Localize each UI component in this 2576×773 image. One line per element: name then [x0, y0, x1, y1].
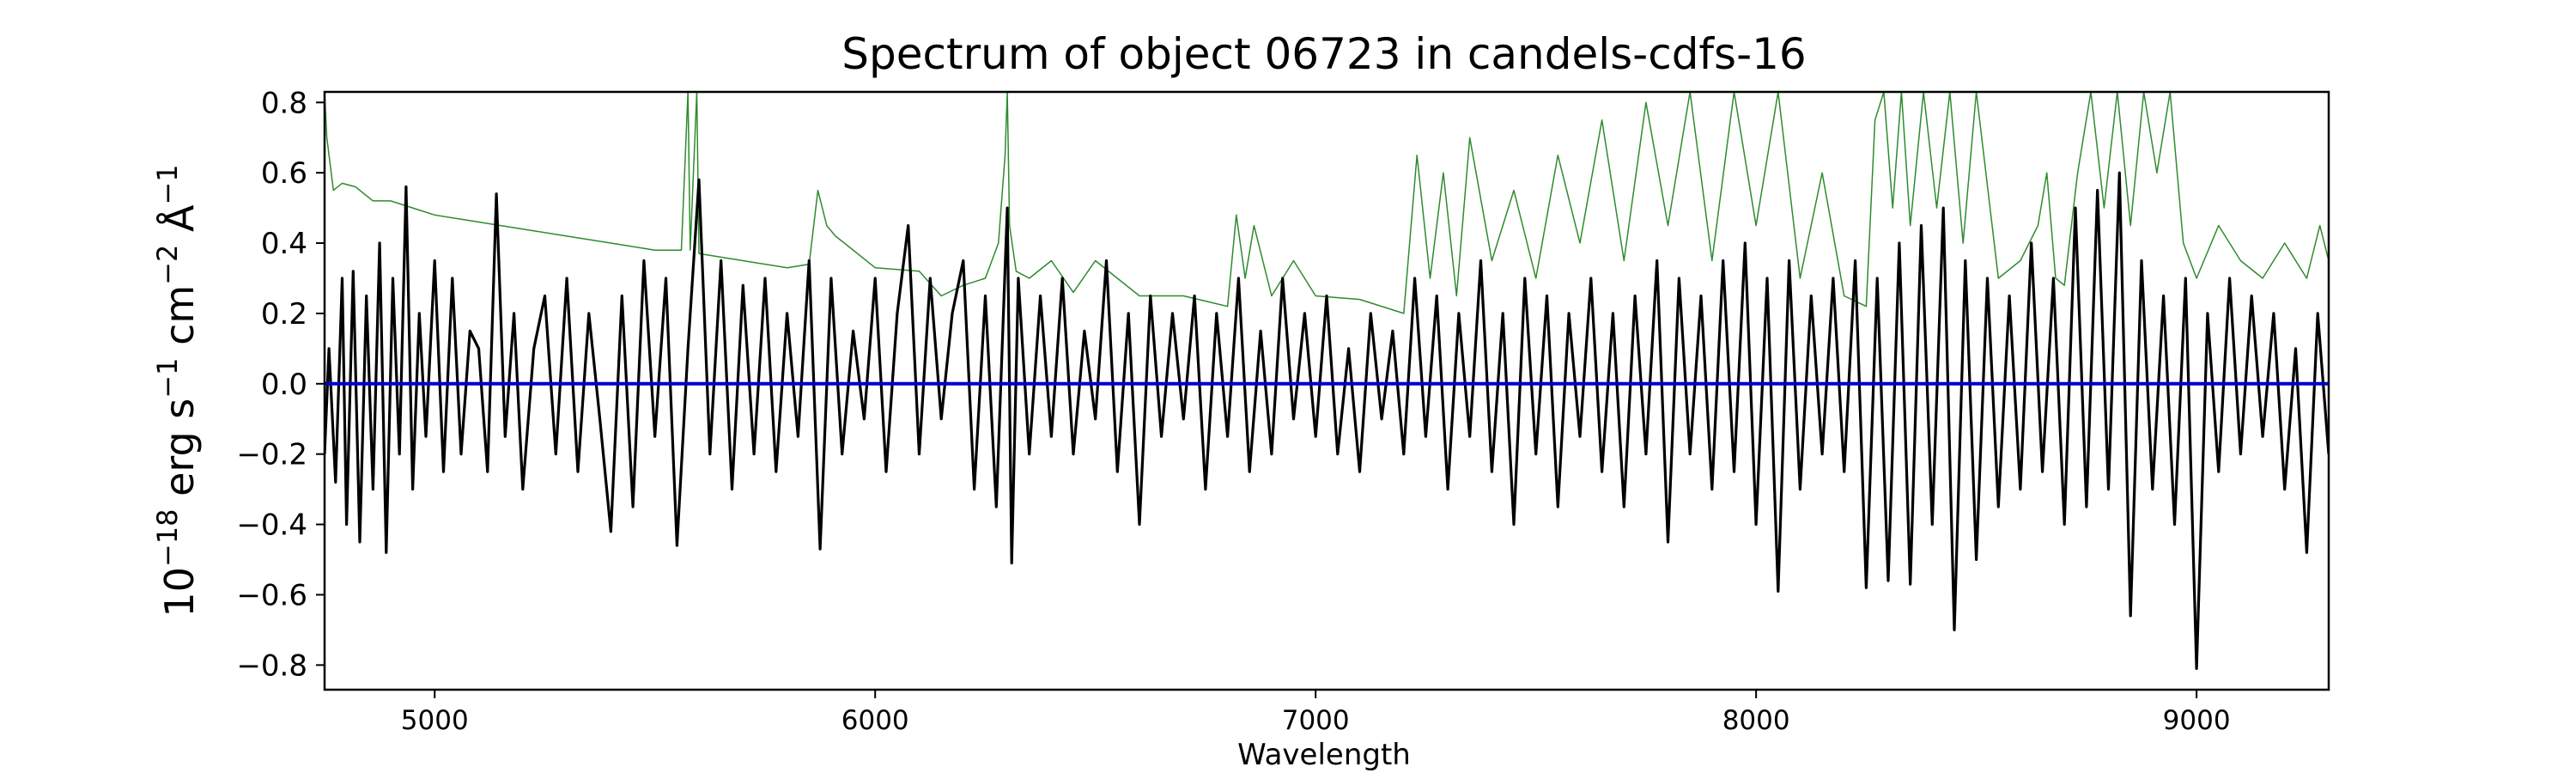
- x-axis: 5000 6000 7000 8000 9000: [401, 690, 2231, 736]
- x-tick-label: 8000: [1722, 705, 1790, 736]
- y-label-s-exp: −1: [151, 358, 184, 399]
- y-tick-label: −0.6: [236, 578, 307, 612]
- x-axis-label: Wavelength: [1237, 738, 1411, 772]
- x-tick-label: 7000: [1282, 705, 1350, 736]
- y-tick-label: 0.2: [261, 297, 307, 332]
- flux-series-line: [325, 171, 2329, 671]
- y-label-exp: −18: [151, 509, 184, 568]
- y-tick-label: 0.6: [261, 156, 307, 191]
- y-label-cm-exp: −2: [151, 245, 184, 285]
- x-tick-label: 6000: [841, 705, 909, 736]
- x-tick-label: 5000: [401, 705, 469, 736]
- y-label-angstrom-exp: −1: [151, 164, 184, 204]
- y-axis-label: 10−18 erg s−1 cm−2 Å−1: [151, 164, 203, 617]
- y-tick-label: 0.8: [261, 86, 307, 120]
- chart-title: Spectrum of object 06723 in candels-cdfs…: [841, 29, 1807, 79]
- y-tick-label: 0.0: [261, 368, 307, 402]
- error-series-line: [325, 92, 2329, 314]
- y-tick-label: −0.2: [236, 438, 307, 472]
- x-tick-label: 9000: [2163, 705, 2231, 736]
- y-label-rest: erg s: [156, 399, 203, 509]
- y-tick-label: 0.4: [261, 227, 307, 261]
- y-tick-label: −0.8: [236, 648, 307, 683]
- plot-area: [323, 90, 2330, 691]
- y-label-angstrom: Å: [156, 204, 203, 245]
- y-label-base: 10: [156, 567, 203, 618]
- y-tick-label: −0.4: [236, 508, 307, 543]
- y-label-cm: cm: [156, 285, 203, 358]
- y-axis: −0.8 −0.6 −0.4 −0.2 0.0 0.2 0.4 0.6 0.8: [236, 86, 325, 683]
- plot-frame: [323, 90, 2330, 691]
